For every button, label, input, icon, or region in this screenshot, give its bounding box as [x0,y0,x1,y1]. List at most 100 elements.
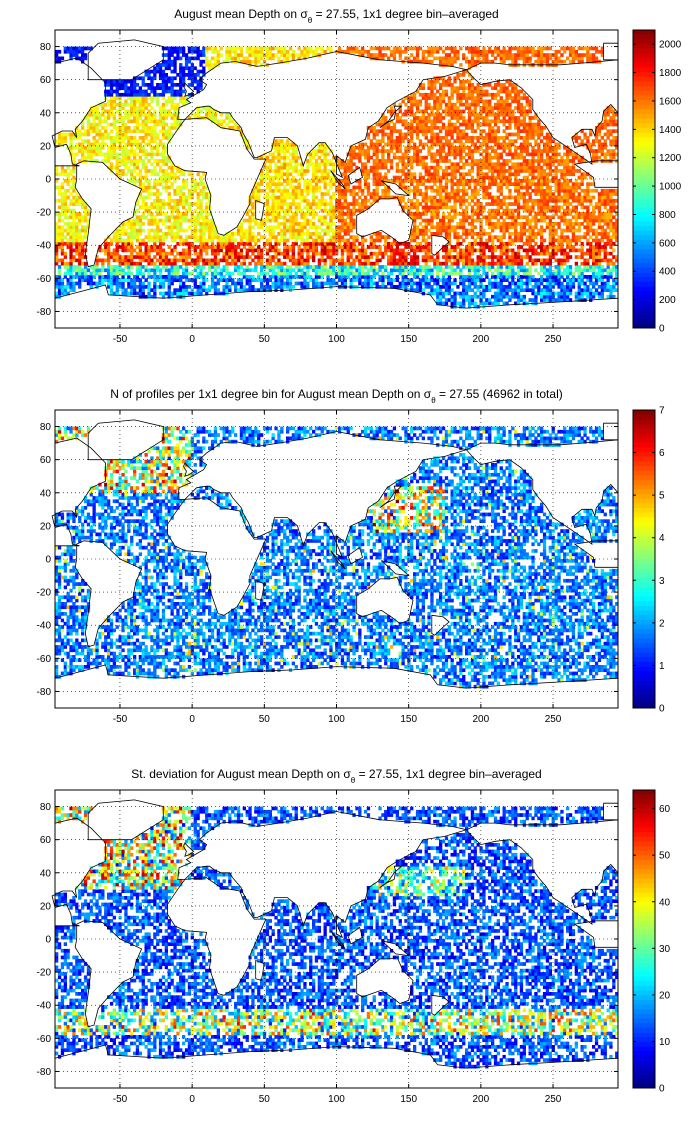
data-cell [147,255,151,259]
data-cell [592,285,596,289]
data-cell [493,198,498,203]
data-cell [537,205,541,210]
data-cell [545,179,550,183]
data-cell [314,175,319,180]
data-cell [545,261,550,266]
data-cell [283,241,287,246]
data-cell [548,241,552,246]
data-cell [262,195,267,200]
data-cell [583,261,587,266]
data-cell [115,271,119,276]
data-cell [109,268,114,273]
data-cell [534,232,538,236]
data-cell [179,202,183,206]
data-cell [597,195,602,200]
data-cell [130,278,134,283]
data-cell [531,208,535,213]
data-cell [427,248,431,253]
data-cell [150,169,154,173]
data-cell [257,198,261,203]
data-cell [202,232,206,236]
data-cell [277,172,281,177]
data-cell [251,248,255,253]
data-cell [516,281,521,286]
data-cell [421,245,425,249]
data-cell [482,291,486,296]
data-cell [95,261,99,266]
data-cell [522,268,526,273]
data-cell [505,288,509,293]
data-cell [493,175,498,180]
data-cell [583,198,587,203]
data-cell [262,278,267,283]
data-cell [158,182,163,187]
data-cell [482,205,486,210]
data-cell [606,215,610,220]
data-cell [173,198,177,203]
data-cell [277,268,281,273]
data-cell [153,288,157,293]
data-cell [418,265,423,269]
data-cell [294,281,298,286]
data-cell [456,162,460,167]
data-cell [332,205,336,210]
data-cell [314,212,319,216]
data-cell [574,215,578,220]
data-cell [482,232,486,236]
data-cell [537,185,541,190]
data-cell [424,265,428,269]
data-cell [268,238,272,243]
data-cell [72,241,76,246]
data-cell [251,225,255,230]
data-cell [453,258,457,263]
data-cell [537,285,541,289]
data-cell [121,225,125,230]
data-cell [548,228,552,233]
data-cell [107,268,111,273]
data-cell [109,241,114,246]
data-cell [568,212,573,216]
data-cell [340,205,345,210]
data-cell [144,255,148,259]
data-cell [421,278,425,283]
data-cell [545,175,550,180]
data-cell [470,275,475,279]
data-cell [430,188,434,193]
data-cell [81,202,85,206]
data-cell [531,238,535,243]
data-cell [314,235,319,240]
data-cell [147,179,151,183]
data-cell [314,232,319,236]
data-cell [542,172,547,177]
data-cell [453,205,457,210]
data-cell [531,275,535,279]
data-cell [415,288,420,293]
data-cell [577,265,581,269]
data-cell [566,258,570,263]
data-cell [375,285,379,289]
data-cell [257,238,261,243]
data-cell [63,222,67,226]
data-cell [470,235,475,240]
data-cell [594,202,599,206]
data-cell [401,198,405,203]
data-cell [225,278,229,283]
data-cell [609,294,613,299]
data-cell [161,212,166,216]
data-cell [459,278,463,283]
data-cell [369,275,373,279]
data-cell [268,165,272,170]
data-cell [254,185,258,190]
data-cell [323,271,327,276]
data-cell [130,271,134,276]
data-cell [467,241,472,246]
data-cell [528,225,532,230]
data-cell [184,265,189,269]
data-cell [167,268,171,273]
data-cell [594,228,599,233]
data-cell [459,281,463,286]
data-cell [508,192,512,196]
data-cell [75,215,79,220]
data-cell [280,278,284,283]
data-cell [340,165,345,170]
